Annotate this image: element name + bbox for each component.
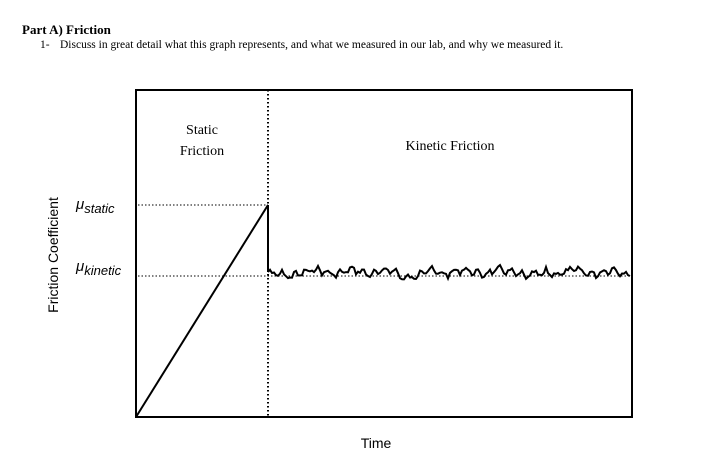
kinetic-friction-line xyxy=(267,263,631,282)
kinetic-region-label: Kinetic Friction xyxy=(405,139,494,154)
mu-kinetic-symbol: μ xyxy=(75,258,84,275)
question-number: 1- xyxy=(40,39,50,51)
x-axis-label: Time xyxy=(361,435,392,451)
mu-kinetic-subscript: kinetic xyxy=(84,263,121,278)
static-region-label-1: Static xyxy=(186,123,218,138)
plot-frame xyxy=(135,89,633,418)
mu-static-subscript: static xyxy=(84,201,115,216)
static-region-label-2: Friction xyxy=(180,144,224,159)
mu-static-label: μstatic xyxy=(75,196,115,216)
part-title: Part A) Friction xyxy=(22,22,111,37)
y-axis-label: Friction Coefficient xyxy=(45,197,61,313)
mu-static-symbol: μ xyxy=(75,196,84,213)
mu-kinetic-label: μkinetic xyxy=(75,258,122,278)
static-ramp-line xyxy=(135,204,269,418)
question-text: Discuss in great detail what this graph … xyxy=(60,39,564,51)
